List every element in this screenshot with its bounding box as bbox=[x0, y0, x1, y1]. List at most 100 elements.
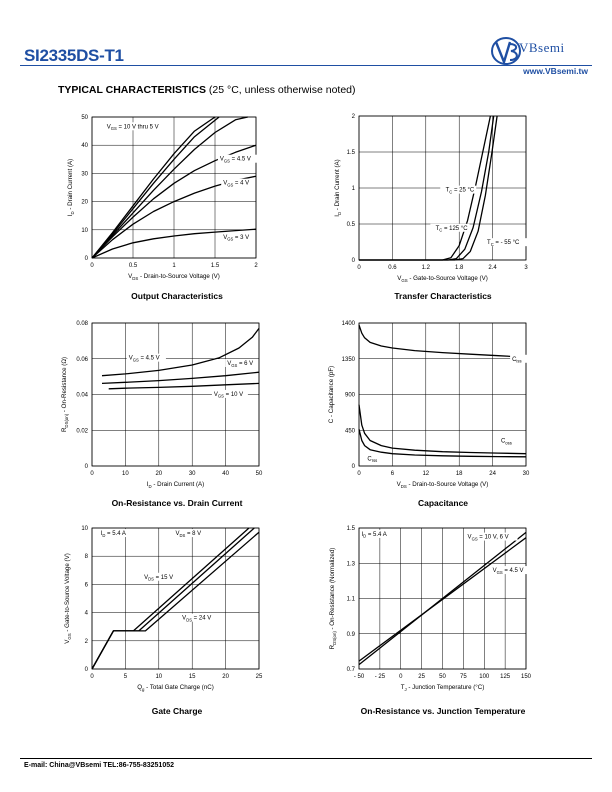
x-tick-label: 0 bbox=[357, 265, 361, 271]
x-tick-label: 100 bbox=[479, 674, 490, 680]
section-title-bold: TYPICAL CHARACTERISTICS bbox=[58, 84, 206, 96]
series-label-3: VDS = 24 V bbox=[182, 616, 211, 623]
x-tick-label: 15 bbox=[189, 674, 196, 680]
label-bg bbox=[510, 354, 527, 363]
series-line-1 bbox=[91, 116, 220, 259]
brand-name: VBsemi bbox=[519, 40, 565, 55]
x-tick-label: 30 bbox=[523, 471, 530, 477]
brand-logo: VBsemi bbox=[488, 30, 594, 78]
x-tick-label: 0 bbox=[399, 674, 403, 680]
y-tick-label: 10 bbox=[81, 228, 88, 234]
y-tick-label: 2 bbox=[352, 114, 356, 120]
y-axis-label: RDS(on) - On-Resistance (Normalized) bbox=[329, 548, 337, 650]
y-tick-label: 0.02 bbox=[76, 428, 88, 434]
x-tick-label: 0 bbox=[90, 263, 94, 269]
section-title-rest: (25 °C, unless otherwise noted) bbox=[205, 84, 356, 96]
x-tick-label: 5 bbox=[124, 674, 128, 680]
label-bg bbox=[498, 436, 516, 445]
y-tick-label: 900 bbox=[345, 393, 356, 399]
x-tick-label: 1 bbox=[172, 263, 176, 269]
x-tick-label: 50 bbox=[256, 471, 263, 477]
y-tick-label: 0.04 bbox=[76, 393, 88, 399]
label-bg bbox=[217, 154, 258, 163]
x-tick-label: 25 bbox=[256, 674, 263, 680]
x-tick-label: 10 bbox=[122, 471, 129, 477]
series-line-1 bbox=[358, 537, 527, 662]
y-tick-label: 1350 bbox=[342, 357, 356, 363]
series-label-1: VGS = 10 V, 6 V bbox=[468, 535, 509, 542]
section-title: TYPICAL CHARACTERISTICS (25 °C, unless o… bbox=[58, 84, 356, 96]
series-label-1: VDS = 8 V bbox=[176, 531, 202, 538]
x-tick-label: 18 bbox=[456, 471, 463, 477]
x-tick-label: 0 bbox=[90, 674, 94, 680]
series-line-0 bbox=[91, 116, 216, 259]
vbsemi-logo-icon bbox=[491, 37, 521, 66]
series-label-0: ID = 5.4 A bbox=[101, 531, 126, 538]
x-tick-label: 6 bbox=[391, 471, 395, 477]
series-label-1: Coss bbox=[501, 439, 512, 446]
caption-gatecharge: Gate Charge bbox=[151, 706, 203, 716]
y-tick-label: 1.3 bbox=[347, 561, 356, 567]
y-tick-label: 50 bbox=[81, 115, 88, 121]
series-label-2: VGS = 4.5 V bbox=[493, 568, 524, 575]
x-tick-label: 25 bbox=[418, 674, 425, 680]
x-tick-label: 40 bbox=[222, 471, 229, 477]
plot-frame bbox=[358, 527, 527, 670]
y-tick-label: 0 bbox=[85, 256, 89, 262]
label-bg bbox=[221, 232, 254, 241]
label-bg bbox=[225, 359, 259, 368]
y-tick-label: 1.1 bbox=[347, 597, 356, 603]
caption-capacitance: Capacitance bbox=[417, 498, 469, 508]
series-line-2 bbox=[91, 531, 260, 670]
series-label-0: ID = 5.4 A bbox=[362, 532, 387, 539]
label-bg bbox=[211, 389, 248, 398]
caption-onrestemp: On-Resistance vs. Junction Temperature bbox=[360, 706, 526, 716]
x-tick-label: 0 bbox=[357, 471, 361, 477]
series-line-2 bbox=[108, 382, 260, 390]
series-line-0 bbox=[358, 324, 527, 358]
y-tick-label: 0.7 bbox=[347, 667, 356, 673]
y-tick-label: 6 bbox=[85, 582, 89, 588]
label-bg bbox=[180, 613, 217, 622]
label-bg bbox=[440, 185, 477, 194]
series-line-5 bbox=[91, 228, 257, 259]
label-bg bbox=[173, 529, 207, 538]
label-bg bbox=[490, 566, 530, 575]
series-label-0: TC = 25 °C bbox=[446, 188, 475, 195]
y-tick-label: 4 bbox=[85, 611, 89, 617]
x-tick-label: 2.4 bbox=[488, 265, 497, 271]
x-tick-label: 0.6 bbox=[388, 265, 397, 271]
series-line-2 bbox=[91, 116, 248, 259]
x-tick-label: 12 bbox=[422, 471, 429, 477]
y-tick-label: 0.08 bbox=[76, 321, 88, 327]
footer-rule bbox=[20, 758, 592, 759]
x-tick-label: 30 bbox=[189, 471, 196, 477]
label-bg bbox=[485, 238, 528, 247]
series-line-0 bbox=[101, 328, 260, 377]
series-label-3: VGS = 3 V bbox=[223, 235, 249, 242]
x-tick-label: 1.5 bbox=[211, 263, 220, 269]
series-label-2: VDS = 15 V bbox=[144, 575, 173, 582]
x-tick-label: 1.2 bbox=[422, 265, 431, 271]
x-axis-label: TJ - Junction Temperature (°C) bbox=[401, 684, 485, 692]
y-tick-label: 40 bbox=[81, 143, 88, 149]
x-tick-label: 150 bbox=[521, 674, 532, 680]
y-tick-label: 0.9 bbox=[347, 632, 356, 638]
series-line-1 bbox=[358, 404, 527, 455]
series-label-0: Ciss bbox=[512, 357, 521, 364]
plot-frame bbox=[91, 116, 257, 259]
x-tick-label: 75 bbox=[460, 674, 467, 680]
label-bg bbox=[359, 529, 396, 538]
series-label-1: VGS = 4.5 V bbox=[220, 157, 251, 164]
y-tick-label: 0 bbox=[85, 667, 89, 673]
series-label-2: VGS = 10 V bbox=[214, 392, 243, 399]
series-label-0: VGS = 10 V thru 5 V bbox=[107, 124, 159, 131]
caption-onres: On-Resistance vs. Drain Current bbox=[111, 498, 243, 508]
x-tick-label: 50 bbox=[439, 674, 446, 680]
x-axis-label: VGS - Gate-to-Source Voltage (V) bbox=[397, 275, 488, 283]
series-line-0 bbox=[358, 531, 527, 666]
y-axis-label: ID - Drain Current (A) bbox=[67, 159, 75, 216]
